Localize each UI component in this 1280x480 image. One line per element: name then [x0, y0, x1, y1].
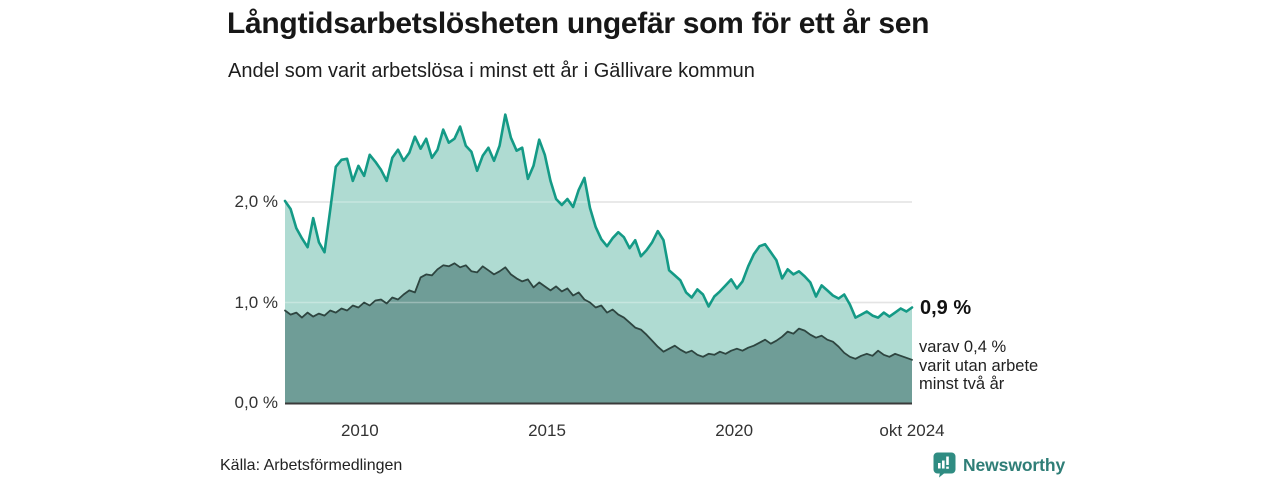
series-lines: [283, 113, 914, 361]
x-tick-label-2020: 2020: [715, 421, 754, 440]
y-tick-label-0: 0,0 %: [234, 393, 278, 412]
latest-value-label: 0,9 %: [920, 297, 972, 319]
gridlines-overlay: [285, 201, 912, 304]
series-line-1: [284, 262, 913, 361]
detail-line-3: minst två år: [919, 375, 1005, 393]
latest-value-detail: varav 0,4 % varit utan arbete minst två …: [919, 338, 1038, 394]
series-area-1: [285, 263, 912, 403]
newsworthy-logo: Newsworthy: [933, 452, 1065, 478]
newsworthy-logo-icon: [933, 452, 956, 478]
detail-line-1: varav 0,4 %: [919, 338, 1007, 356]
newsworthy-wordmark: Newsworthy: [963, 454, 1066, 475]
chart-subtitle: Andel som varit arbetslösa i minst ett å…: [228, 60, 755, 82]
y-tick-label-1: 1,0 %: [234, 292, 278, 312]
series-line-0: [283, 113, 914, 319]
y-tick-label-2: 2,0 %: [234, 192, 278, 211]
source-note: Källa: Arbetsförmedlingen: [220, 457, 403, 474]
detail-line-2: varit utan arbete: [919, 356, 1039, 375]
x-tick-label-2010: 2010: [340, 421, 379, 440]
page-title: Långtidsarbetslösheten ungefär som för e…: [227, 7, 930, 40]
x-tick-label-2015: 2015: [528, 421, 566, 440]
area-fills: [285, 114, 912, 403]
x-tick-label-okt-2024: okt 2024: [879, 421, 945, 440]
